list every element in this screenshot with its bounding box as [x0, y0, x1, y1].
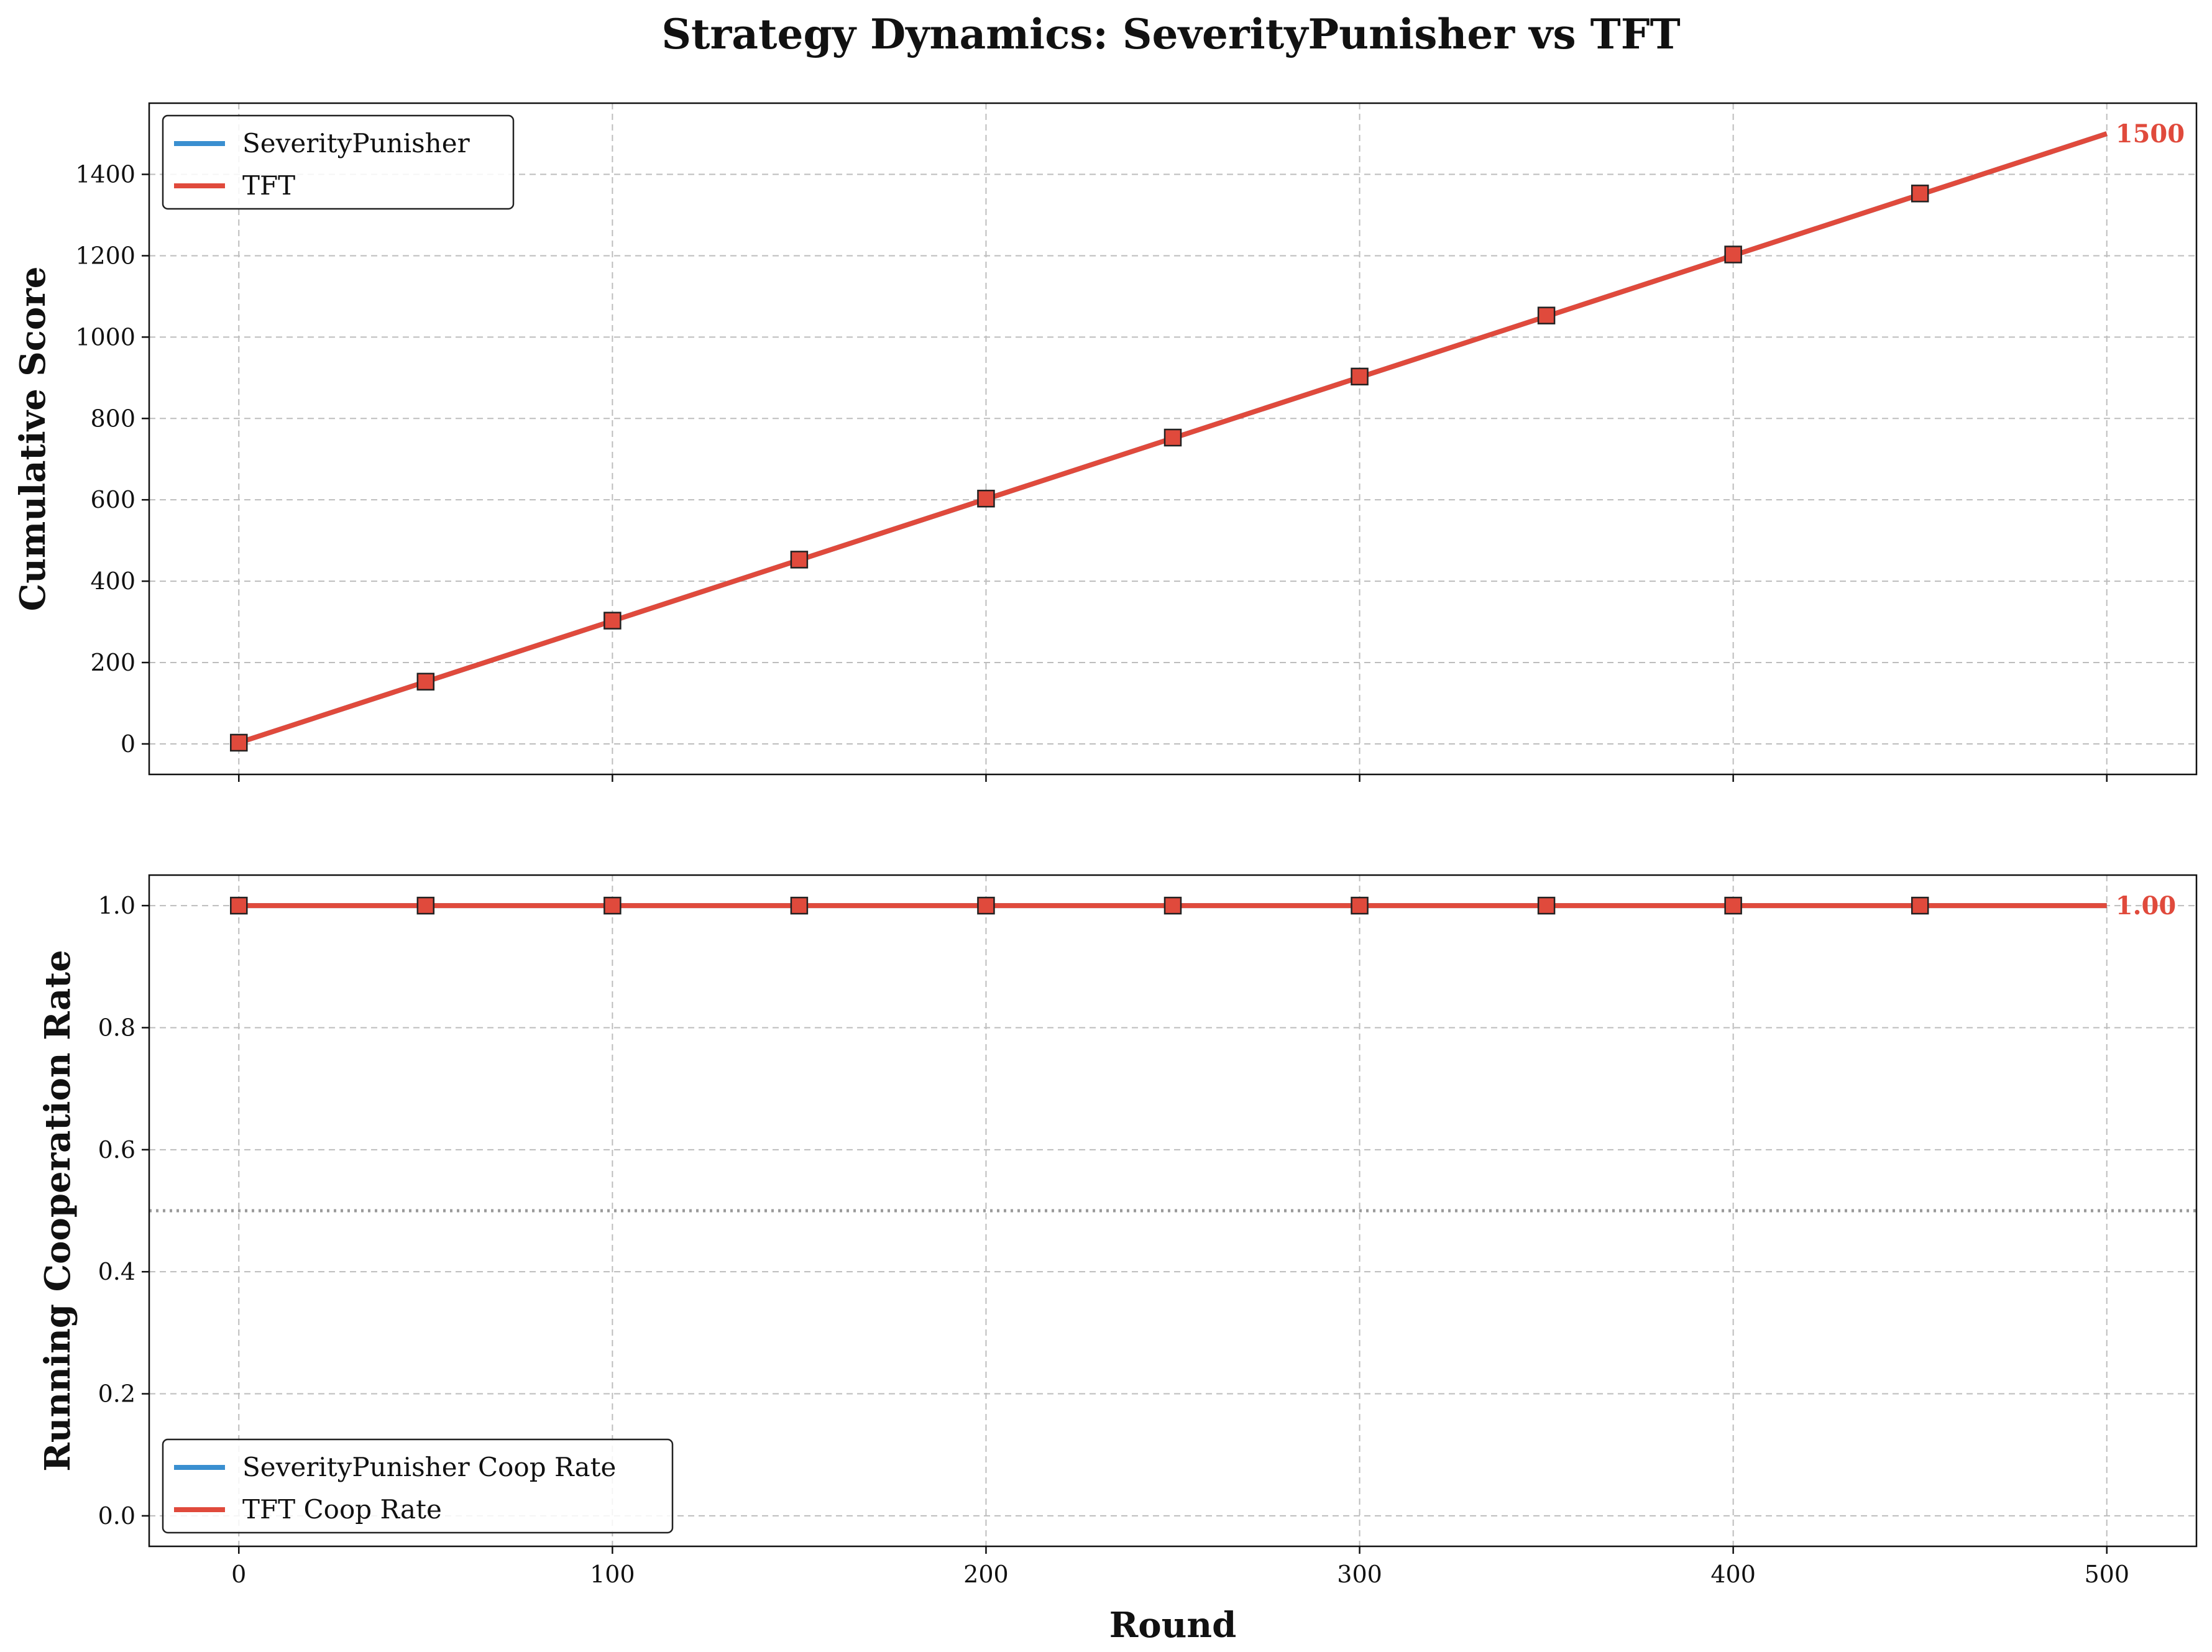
legend-label: SeverityPunisher Coop Rate	[242, 1452, 616, 1482]
data-point-marker	[230, 733, 248, 752]
x-tick-label: 0	[231, 1561, 246, 1588]
y-tick-label: 0.0	[98, 1502, 135, 1530]
y-tick-label: 0.8	[98, 1014, 135, 1041]
data-point-marker	[1724, 896, 1742, 915]
x-tick-label: 400	[1710, 1561, 1756, 1588]
data-point-marker	[1163, 428, 1182, 447]
data-point-marker	[1351, 367, 1369, 386]
chart-title: Strategy Dynamics: SeverityPunisher vs T…	[661, 10, 1680, 58]
y-tick-label: 0.4	[98, 1258, 135, 1285]
legend-label: TFT	[242, 170, 295, 201]
end-value-label: 1500	[2116, 119, 2185, 149]
data-point-marker	[1537, 896, 1556, 915]
legend: SeverityPunisher Coop Rate TFT Coop Rate	[162, 1438, 674, 1534]
x-axis-label: Round	[1109, 1605, 1236, 1646]
data-point-marker	[1351, 896, 1369, 915]
data-point-marker	[230, 896, 248, 915]
y-axis-label: Running Cooperation Rate	[37, 950, 78, 1471]
data-point-marker	[1537, 306, 1556, 324]
data-point-marker	[1163, 896, 1182, 915]
y-tick-label: 600	[90, 486, 135, 513]
cumulative-score-panel: 1500 0 200 400 600 800 1000 1200 1400 Cumulative …	[12, 102, 2198, 782]
y-tick-label: 200	[90, 649, 135, 676]
legend-label: SeverityPunisher	[242, 128, 470, 158]
legend-box	[162, 114, 515, 210]
x-tick-label: 100	[590, 1561, 635, 1588]
data-point-marker	[603, 896, 622, 915]
data-point-marker	[790, 551, 809, 569]
y-tick-label: 1400	[75, 161, 135, 188]
data-point-marker	[1724, 246, 1742, 264]
data-point-marker	[603, 612, 622, 630]
y-tick-label: 1.0	[98, 892, 135, 919]
y-tick-label: 800	[90, 405, 135, 432]
y-tick-label: 0	[121, 730, 135, 758]
data-point-marker	[790, 896, 809, 915]
data-point-marker	[416, 672, 435, 691]
legend: SeverityPunisher TFT	[162, 114, 515, 210]
data-point-marker	[977, 896, 995, 915]
end-value-label: 1.00	[2116, 891, 2176, 920]
legend-box	[162, 1438, 674, 1534]
y-tick-label: 400	[90, 567, 135, 595]
data-point-marker	[977, 489, 995, 508]
legend-label: TFT Coop Rate	[242, 1494, 442, 1525]
data-point-marker	[1911, 185, 1929, 203]
x-tick-label: 200	[963, 1561, 1009, 1588]
data-point-marker	[416, 896, 435, 915]
y-tick-label: 0.2	[98, 1380, 135, 1408]
x-tick-label: 300	[1337, 1561, 1382, 1588]
data-point-marker	[1911, 896, 1929, 915]
y-tick-label: 1200	[75, 242, 135, 269]
cooperation-rate-panel: 1.000.00.20.40.60.81.00 100 200 300 400 500Ru…	[37, 874, 2198, 1646]
y-tick-label: 0.6	[98, 1136, 135, 1163]
axes-frame	[148, 102, 2198, 776]
y-tick-label: 1000	[75, 323, 135, 351]
axes-frame	[148, 874, 2198, 1548]
y-axis-label: Cumulative Score	[12, 267, 53, 612]
x-tick-label: 500	[2084, 1561, 2129, 1588]
